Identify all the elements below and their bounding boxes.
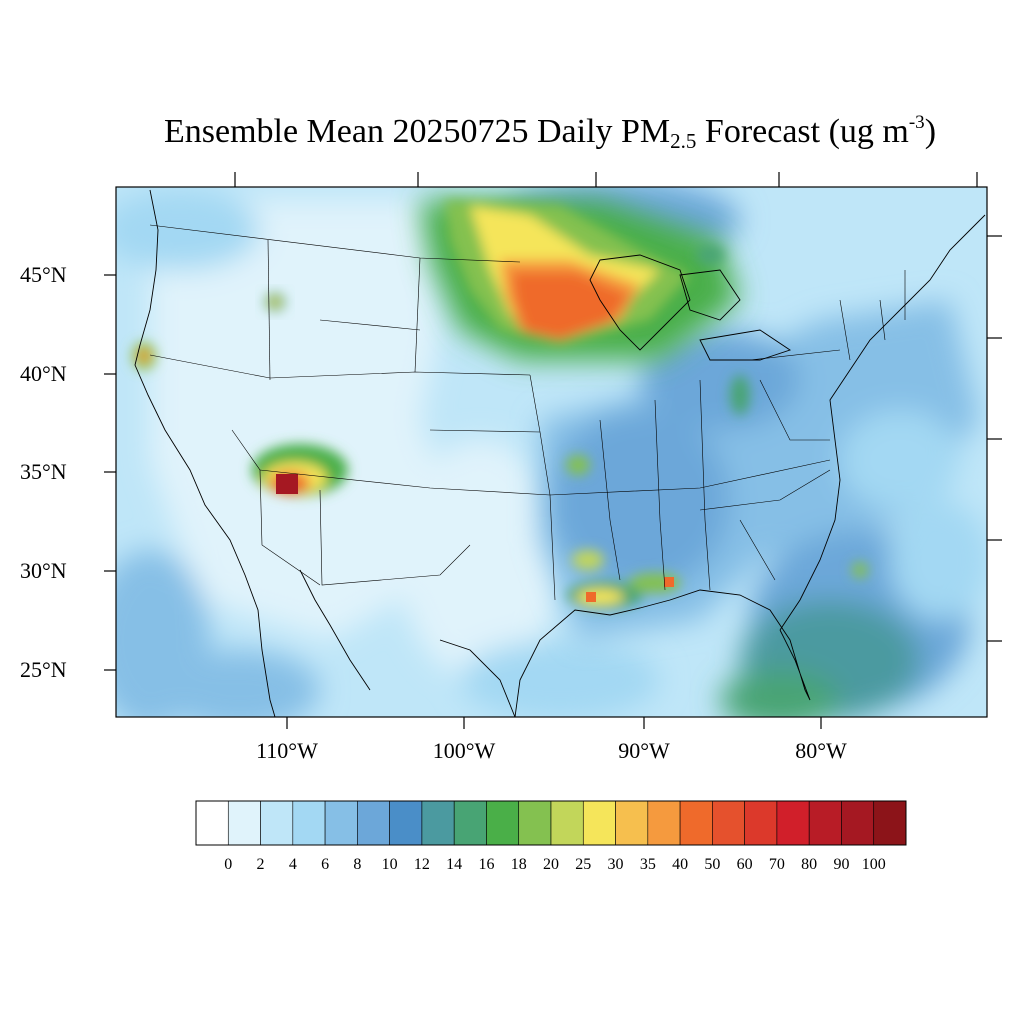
louisiana-hotspot [586, 592, 596, 602]
left-ticks [104, 274, 116, 671]
colorbar-label: 16 [478, 856, 495, 873]
lon-label-100w: 100°W [432, 738, 496, 763]
coastlines [134, 189, 986, 717]
colorbar-label: 30 [607, 856, 624, 873]
map-frame [115, 186, 988, 718]
mississippi-hotspot [664, 577, 674, 587]
colorbar-label: 6 [321, 856, 330, 873]
colorbar-label: 2 [256, 856, 265, 873]
lat-label-30n: 30°N [20, 558, 67, 583]
colorbar-label: 35 [639, 856, 656, 873]
colorbar-label: 20 [543, 856, 559, 873]
top-ticks [234, 172, 978, 187]
bottom-ticks [286, 717, 822, 729]
colorbar-label: 90 [833, 856, 850, 873]
lat-label-35n: 35°N [20, 459, 67, 484]
colorbar-label: 25 [575, 856, 592, 873]
colorbar-label: 100 [861, 856, 886, 873]
right-ticks [987, 235, 1002, 642]
colorbar-label: 18 [510, 856, 527, 873]
colorbar-label: 0 [224, 856, 233, 873]
colorbar-label: 40 [672, 856, 689, 873]
lon-label-80w: 80°W [795, 738, 847, 763]
colorbar-label: 12 [413, 856, 430, 873]
colorbar-label: 80 [801, 856, 818, 873]
pm25-field [116, 187, 987, 717]
lon-label-90w: 90°W [618, 738, 670, 763]
colorbar-label: 10 [381, 856, 398, 873]
colorbar-label: 70 [768, 856, 785, 873]
colorbar-label: 60 [736, 856, 753, 873]
lat-label-45n: 45°N [20, 262, 67, 287]
colorbar-label: 8 [353, 856, 362, 873]
colorbar-label: 4 [288, 856, 297, 873]
lat-label-25n: 25°N [20, 657, 67, 682]
colorbar-label: 50 [704, 856, 721, 873]
lat-label-40n: 40°N [20, 361, 67, 386]
lon-label-110w: 110°W [256, 738, 318, 763]
state-borders [149, 224, 906, 601]
colorbar-label: 14 [446, 856, 463, 873]
four-corners-hotspot [276, 474, 298, 494]
map-title: Ensemble Mean 20250725 Daily PM2.5 Forec… [163, 112, 937, 153]
